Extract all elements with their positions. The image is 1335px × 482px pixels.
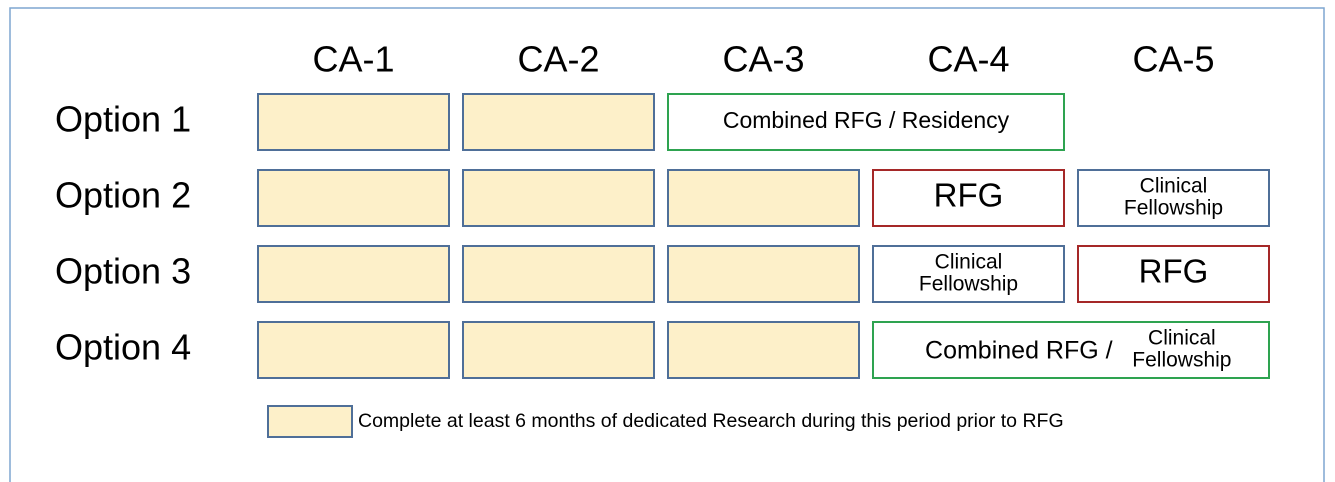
research-period: [257, 169, 450, 227]
row-label: Option 2: [55, 175, 191, 216]
phase-label: Combined RFG /: [925, 337, 1113, 365]
legend-swatch: [267, 405, 353, 438]
research-period: [462, 321, 655, 379]
column-header: CA-1: [312, 39, 394, 80]
phase-label: RFG: [1139, 253, 1209, 290]
row-label: Option 1: [55, 99, 191, 140]
phase-box: [1077, 169, 1270, 227]
research-period: [257, 245, 450, 303]
phase-label: Fellowship: [1132, 349, 1231, 372]
phase-label: Clinical: [1140, 175, 1208, 198]
research-period: [667, 245, 860, 303]
legend-text: Complete at least 6 months of dedicated …: [358, 410, 1064, 432]
phase-label: RFG: [934, 177, 1004, 214]
phase-label: Clinical: [935, 251, 1003, 274]
phase-label: Combined RFG / Residency: [723, 107, 1010, 133]
column-header: CA-4: [927, 39, 1009, 80]
column-header: CA-3: [722, 39, 804, 80]
row-label: Option 3: [55, 251, 191, 292]
research-period: [667, 169, 860, 227]
column-header: CA-2: [517, 39, 599, 80]
column-header: CA-5: [1132, 39, 1214, 80]
phase-label: Clinical: [1148, 327, 1216, 350]
research-period: [257, 321, 450, 379]
row-label: Option 4: [55, 327, 191, 368]
research-period: [462, 93, 655, 151]
phase-box: [872, 169, 1065, 227]
phase-box: [872, 245, 1065, 303]
phase-box: [872, 321, 1270, 379]
phase-box: [667, 93, 1065, 151]
phase-label: Fellowship: [1124, 197, 1223, 220]
phase-box: [1077, 245, 1270, 303]
research-period: [667, 321, 860, 379]
research-period: [257, 93, 450, 151]
phase-label: Fellowship: [919, 273, 1018, 296]
research-period: [462, 169, 655, 227]
research-period: [462, 245, 655, 303]
